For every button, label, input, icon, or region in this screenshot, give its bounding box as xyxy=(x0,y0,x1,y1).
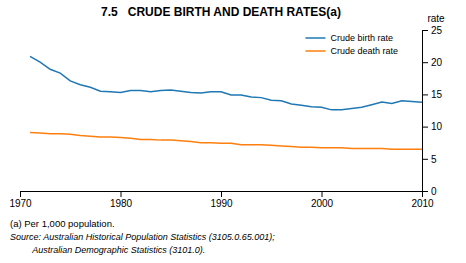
y-tick: 5 xyxy=(422,154,437,165)
axis-line xyxy=(423,31,429,192)
x-tick: 1980 xyxy=(110,191,133,209)
legend-item: Crude death rate xyxy=(305,46,398,56)
legend-label: Crude birth rate xyxy=(330,33,393,43)
y-axis-label: rate xyxy=(427,13,445,24)
series-line xyxy=(30,56,422,109)
series-group xyxy=(30,56,422,149)
x-axis: 1970 1980 1990 2000 2010 xyxy=(9,191,434,209)
tick-mark xyxy=(422,94,428,95)
y-tick: 10 xyxy=(422,121,443,132)
footnote: (a) Per 1,000 population. xyxy=(10,218,115,229)
y-tick: 25 xyxy=(422,25,443,36)
chart: 7.5 CRUDE BIRTH AND DEATH RATES(a)197019… xyxy=(0,0,466,263)
tick-mark xyxy=(422,30,428,31)
y-tick: 20 xyxy=(422,57,443,68)
legend-swatch xyxy=(305,50,325,52)
tick-label: 1980 xyxy=(110,198,133,209)
tick-mark xyxy=(422,159,428,160)
tick-mark xyxy=(322,191,323,197)
tick-mark xyxy=(20,191,21,197)
y-tick: 0 xyxy=(422,186,437,197)
tick-mark xyxy=(422,127,428,128)
tick-label: 15 xyxy=(431,89,443,100)
axis-line xyxy=(21,192,423,198)
legend-item: Crude birth rate xyxy=(305,33,393,43)
series-line xyxy=(30,132,422,149)
legend: Crude birth rate Crude death rate xyxy=(305,33,398,56)
tick-label: 1970 xyxy=(9,198,32,209)
tick-mark xyxy=(422,62,428,63)
tick-label: 1990 xyxy=(210,198,233,209)
tick-mark xyxy=(422,191,428,192)
y-axis: 0 5 10 15 20 25 xyxy=(422,25,443,197)
tick-label: 5 xyxy=(431,154,437,165)
legend-label: Crude death rate xyxy=(330,46,398,56)
source-note: Source: Australian Historical Population… xyxy=(10,232,275,242)
tick-label: 25 xyxy=(431,25,443,36)
tick-mark xyxy=(221,191,222,197)
x-tick: 1970 xyxy=(9,191,32,209)
plot: 1970 1980 1990 2000 20100 5 10 15 20 25 Crude birt… xyxy=(9,25,442,209)
legend-swatch xyxy=(305,37,325,39)
x-tick: 2000 xyxy=(311,191,334,209)
y-tick: 15 xyxy=(422,89,443,100)
tick-label: 2010 xyxy=(411,198,434,209)
tick-label: 2000 xyxy=(311,198,334,209)
tick-label: 20 xyxy=(431,57,443,68)
title: 7.5 CRUDE BIRTH AND DEATH RATES(a) xyxy=(101,5,341,19)
x-tick: 1990 xyxy=(210,191,233,209)
tick-mark xyxy=(121,191,122,197)
source-note: Australian Demographic Statistics (3101.… xyxy=(10,245,205,255)
tick-label: 0 xyxy=(431,186,437,197)
tick-label: 10 xyxy=(431,121,443,132)
